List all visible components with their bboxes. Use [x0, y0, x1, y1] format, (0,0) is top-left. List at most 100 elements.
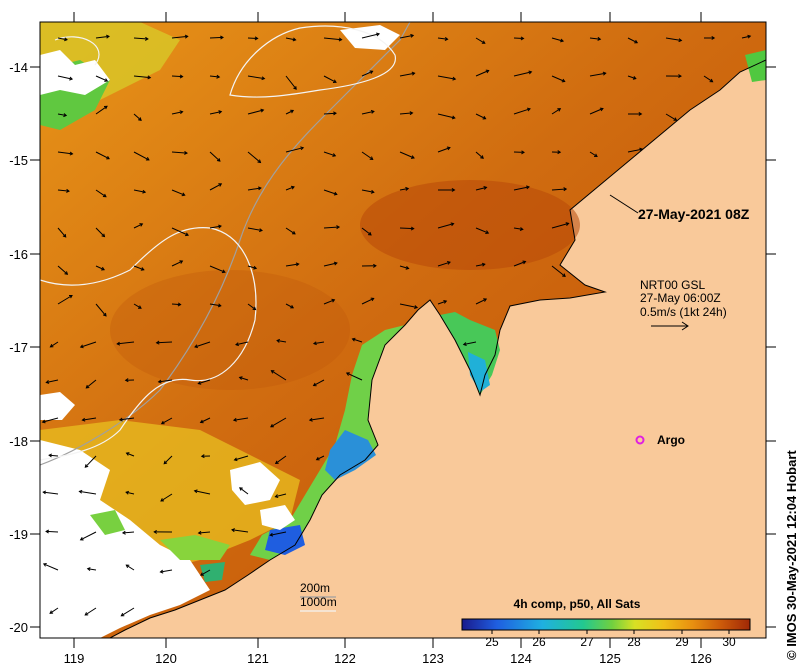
lon-tick-125: 125 [599, 651, 621, 666]
current-vector [323, 151, 336, 157]
current-vector [87, 568, 97, 571]
current-vector-head [142, 189, 147, 194]
current-vector [209, 36, 224, 39]
current-vector [285, 110, 294, 115]
current-vector [133, 113, 142, 121]
current-legend-line3: 0.5m/s (1kt 24h) [640, 305, 727, 319]
current-vector-head [483, 186, 488, 190]
current-vector-head [48, 453, 53, 458]
current-vector-head [218, 224, 222, 229]
current-vector [80, 531, 97, 541]
current-vector-head [139, 223, 144, 227]
current-vector-head [312, 341, 317, 346]
current-vector [95, 105, 108, 115]
current-vector [399, 303, 418, 308]
lon-axis: 119 120 121 122 123 124 125 126 [64, 12, 712, 666]
current-vector-head [369, 70, 374, 74]
current-vector [627, 37, 638, 44]
current-vector [361, 297, 374, 305]
current-vector-head [452, 76, 457, 81]
lon-tick-119: 119 [64, 651, 85, 666]
current-vector [50, 341, 59, 348]
current-vector-head [333, 111, 337, 116]
current-vector [361, 33, 380, 39]
current-vector-head [69, 76, 74, 81]
lat-axis: -14 -15 -16 -17 -18 -19 -20 [9, 60, 776, 635]
current-vector [198, 379, 211, 385]
current-vector-head [64, 271, 69, 275]
current-vector [247, 37, 258, 39]
current-vector [589, 72, 606, 77]
current-vector-head [140, 267, 145, 271]
current-vector [437, 147, 451, 153]
current-vector [117, 341, 135, 345]
current-vector [80, 341, 97, 348]
current-vector-head [125, 452, 130, 456]
current-vector [247, 151, 261, 163]
colorbar-ticks: 25 26 27 28 29 30 [485, 630, 736, 649]
current-vector-head [450, 222, 455, 227]
current-vector-head [312, 382, 317, 387]
cloud-gap-west [40, 392, 75, 420]
current-vector-head [632, 75, 637, 80]
colorbar-tick-27: 27 [580, 635, 594, 649]
current-vector-head [638, 111, 643, 116]
current-vector-head [526, 107, 531, 112]
current-vector-head [184, 34, 189, 39]
current-vector [475, 227, 489, 234]
current-vector [209, 151, 221, 162]
current-vector-head [599, 107, 604, 112]
current-vector [551, 108, 561, 115]
current-vector [275, 493, 287, 498]
current-vector [551, 37, 564, 42]
colorbar-tick-26: 26 [532, 635, 546, 649]
current-vector-head [118, 417, 123, 422]
current-vector-head [181, 192, 186, 197]
current-vector-head [290, 109, 295, 114]
current-vector [309, 417, 325, 421]
current-vector-head [138, 117, 142, 121]
current-vector [589, 108, 604, 115]
gulf-cool-patch [468, 352, 490, 392]
current-vector-head [238, 376, 243, 380]
current-vector [233, 417, 249, 421]
current-vector-head [376, 32, 381, 37]
current-vector [239, 376, 249, 381]
current-vector [437, 37, 448, 40]
current-vectors [41, 32, 752, 617]
current-vector-head [254, 36, 259, 41]
current-vector-head [557, 150, 562, 155]
current-vector-head [405, 265, 410, 270]
current-vector-head [332, 153, 337, 157]
current-vector-head [125, 564, 130, 569]
current-vector-head [159, 569, 164, 574]
current-vector [239, 487, 249, 495]
current-vector-head [480, 155, 484, 159]
current-vector [589, 151, 598, 157]
current-vector-head [561, 78, 566, 83]
current-vector [247, 75, 265, 80]
current-vector-head [290, 185, 295, 190]
current-vector-head [78, 489, 83, 494]
current-vector-head [270, 423, 274, 428]
current-vector-head [42, 490, 47, 495]
current-vector-head [260, 108, 265, 113]
current-vector [95, 35, 110, 39]
argo-marker [635, 435, 645, 445]
current-vector-head [338, 37, 343, 42]
current-vector-head [331, 298, 336, 303]
current-vector [627, 75, 636, 80]
current-vector-head [200, 454, 205, 459]
current-vector-head [116, 341, 121, 346]
current-vector [399, 265, 409, 269]
current-vector-head [261, 76, 266, 81]
current-vector [247, 109, 264, 115]
current-vector [133, 223, 143, 229]
current-vector-head [69, 295, 73, 299]
current-vector-head [138, 305, 142, 309]
current-vector-head [220, 35, 224, 40]
current-vector-head [84, 612, 89, 616]
current-vector [57, 75, 73, 80]
current-vector [209, 225, 222, 229]
